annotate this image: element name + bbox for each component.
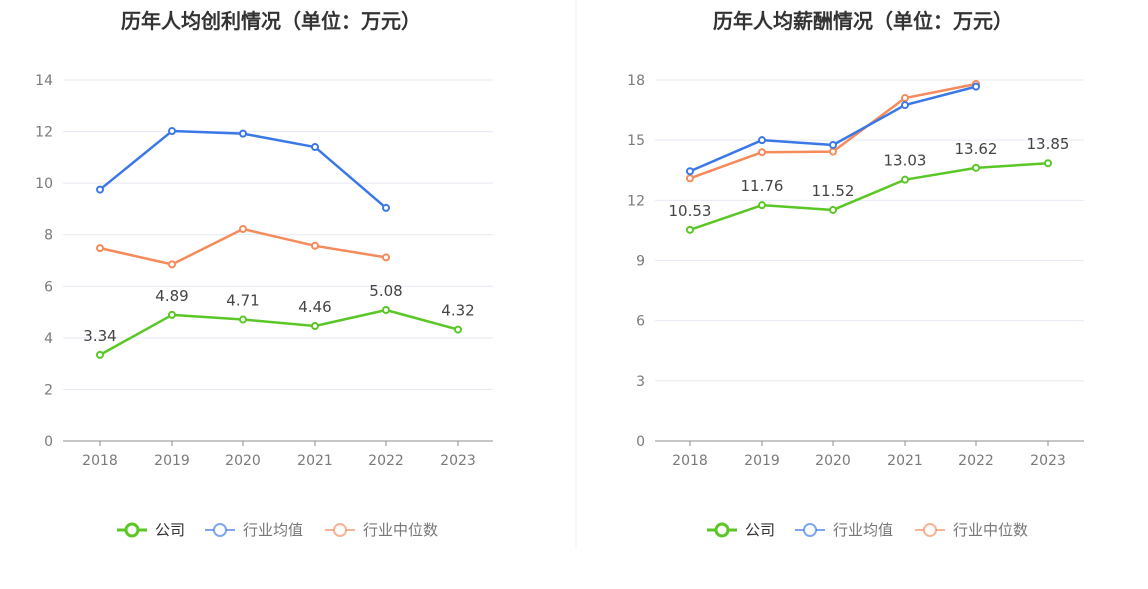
data-label: 13.62 (955, 140, 998, 158)
data-point (96, 244, 104, 253)
legend-label: 行业中位数 (953, 521, 1028, 539)
x-tick-label: 2021 (297, 453, 333, 469)
data-label: 3.34 (83, 327, 116, 345)
data-point (758, 148, 766, 157)
data-point (239, 225, 247, 234)
x-tick-label: 2019 (154, 453, 190, 469)
data-point (829, 205, 837, 214)
x-tick-label: 2022 (958, 453, 994, 469)
data-point (382, 203, 390, 212)
data-label: 4.89 (155, 287, 188, 305)
profit-per-capita-chart: 历年人均创利情况（单位：万元） 0 2 4 6 8 10 12 14 2018 2019 2020 20… (35, 9, 493, 539)
data-point (758, 201, 766, 210)
y-tick-label: 2 (44, 382, 53, 398)
series-line (99, 129, 387, 209)
y-tick-label: 3 (636, 374, 645, 390)
legend: 公司 行业均值 行业中位数 (707, 521, 1028, 539)
data-point (311, 241, 319, 250)
data-point (96, 350, 104, 359)
x-tick-label: 2023 (1030, 453, 1066, 469)
y-tick-label: 4 (44, 331, 53, 347)
data-point (454, 325, 462, 334)
data-label: 10.53 (669, 202, 712, 220)
legend-marker (714, 522, 730, 538)
x-tick-label: 2022 (368, 453, 404, 469)
series-line (689, 161, 1049, 231)
data-point (972, 82, 980, 91)
data-label: 5.08 (369, 282, 402, 300)
y-tick-label: 14 (35, 73, 53, 89)
data-label: 4.71 (226, 292, 259, 310)
data-point (96, 185, 104, 194)
data-label: 13.85 (1027, 135, 1070, 153)
data-point (239, 315, 247, 324)
data-point (829, 140, 837, 149)
y-tick-label: 18 (627, 73, 645, 89)
legend-marker (923, 523, 937, 537)
legend-marker (124, 522, 140, 538)
data-point (168, 127, 176, 136)
data-point (382, 253, 390, 262)
data-point (686, 174, 694, 183)
y-tick-label: 0 (44, 434, 53, 450)
chart-title: 历年人均薪酬情况（单位：万元） (713, 9, 1013, 33)
y-tick-label: 12 (35, 125, 53, 141)
x-tick-label: 2019 (744, 453, 780, 469)
legend-label: 行业中位数 (363, 521, 438, 539)
data-point (239, 129, 247, 138)
y-tick-label: 15 (627, 133, 645, 149)
y-tick-label: 12 (627, 193, 645, 209)
data-label: 11.52 (812, 182, 855, 200)
series-line (689, 85, 977, 173)
x-tick-label: 2023 (440, 453, 476, 469)
data-point (686, 167, 694, 176)
legend-marker (333, 523, 347, 537)
data-label: 11.76 (741, 177, 784, 195)
legend-label: 行业均值 (243, 521, 303, 539)
data-point (382, 306, 390, 315)
y-tick-label: 6 (636, 314, 645, 330)
data-point (311, 321, 319, 330)
x-tick-label: 2020 (815, 453, 851, 469)
data-label: 4.32 (441, 302, 474, 320)
data-point (901, 175, 909, 184)
series-line (99, 308, 459, 356)
data-point (1044, 159, 1052, 168)
x-tick-label: 2021 (887, 453, 923, 469)
data-label: 13.03 (884, 152, 927, 170)
legend-marker (803, 523, 817, 537)
y-tick-label: 8 (44, 228, 53, 244)
data-point (168, 310, 176, 319)
x-tick-label: 2018 (672, 453, 708, 469)
x-tick-label: 2020 (225, 453, 261, 469)
x-tick-label: 2018 (82, 453, 118, 469)
chart-title: 历年人均创利情况（单位：万元） (121, 9, 421, 33)
data-label: 4.46 (298, 298, 331, 316)
legend: 公司 行业均值 行业中位数 (117, 521, 438, 539)
y-tick-label: 0 (636, 434, 645, 450)
salary-per-capita-chart: 历年人均薪酬情况（单位：万元） 0 3 6 9 12 15 18 2018 2019 2020 202… (627, 9, 1084, 539)
y-tick-label: 9 (636, 254, 645, 270)
y-tick-label: 10 (35, 176, 53, 192)
data-point (972, 163, 980, 172)
data-point (758, 136, 766, 145)
data-point (901, 94, 909, 103)
data-point (168, 260, 176, 269)
data-point (829, 147, 837, 156)
data-point (901, 101, 909, 110)
y-tick-label: 6 (44, 279, 53, 295)
legend-label: 公司 (155, 521, 185, 539)
legend-label: 行业均值 (833, 521, 893, 539)
legend-marker (213, 523, 227, 537)
legend-label: 公司 (745, 521, 775, 539)
data-point (311, 143, 319, 152)
data-point (686, 225, 694, 234)
